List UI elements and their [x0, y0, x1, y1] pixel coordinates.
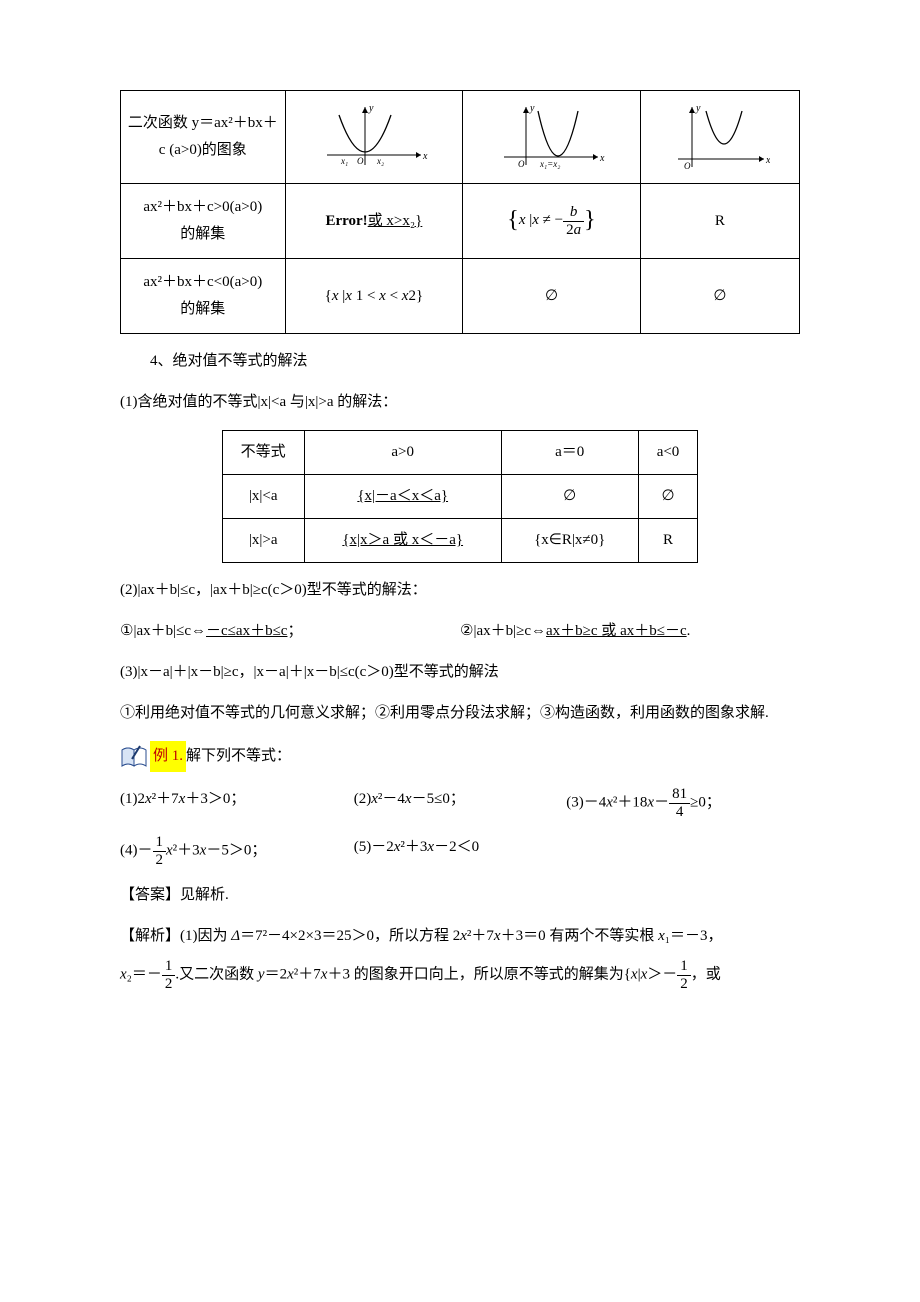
t1-r1-c4: x y O — [640, 91, 799, 184]
parabola-one-root: x y O x₁=x₂ — [496, 101, 606, 173]
t2-r2c3: {x∈R|x≠0} — [501, 519, 638, 563]
svg-text:y: y — [529, 103, 535, 114]
t1-r1-c3: x y O x₁=x₂ — [463, 91, 641, 184]
example-header: 例 1.解下列不等式： — [120, 741, 800, 772]
t2-h4: a<0 — [638, 431, 698, 475]
t1-r3-c4: ∅ — [640, 259, 799, 334]
t2-r2c2: {x|x＞a 或 x＜－a} — [304, 519, 501, 563]
t1-r1-label: 二次函数 y＝ax²＋bx＋c (a>0)的图象 — [121, 91, 286, 184]
para-3: (3)|x－a|＋|x－b|≥c，|x－a|＋|x－b|≤c(c＞0)型不等式的… — [120, 659, 800, 686]
book-icon — [120, 744, 148, 770]
t2-r1c4: ∅ — [638, 475, 698, 519]
example-row2: (4)－12x²＋3x－5＞0； (5)－2x²＋3x－2＜0 — [120, 834, 800, 868]
t2-h1: 不等式 — [222, 431, 304, 475]
t1-r2-c2-rest: 或 x>x₂} — [368, 213, 423, 229]
t2-r1c2: {x|－a＜x＜a} — [304, 475, 501, 519]
example-row1: (1)2x²＋7x＋3＞0； (2)x²－4x－5≤0； (3)－4x²＋18x… — [120, 786, 800, 820]
parabola-two-roots: x y x₁ O x₂ — [319, 101, 429, 173]
parabola-no-root: x y O — [670, 101, 770, 173]
solution-line2: x₂＝－12.又二次函数 y＝2x²＋7x＋3 的图象开口向上，所以原不等式的解… — [120, 958, 800, 992]
ex-q3: (3)－4x²＋18x－814≥0； — [566, 786, 800, 820]
t2-h2: a>0 — [304, 431, 501, 475]
t1-r2-c2: Error!或 x>x₂} — [285, 184, 463, 259]
solution-line1: 【解析】(1)因为 Δ＝7²－4×2×3＝25＞0，所以方程 2x²＋7x＋3＝… — [120, 923, 800, 950]
example-label: 例 1. — [153, 748, 183, 764]
example-rest: 解下列不等式： — [186, 743, 291, 770]
para-4: ①利用绝对值不等式的几何意义求解；②利用零点分段法求解；③构造函数，利用函数的图… — [120, 700, 800, 727]
svg-text:O: O — [357, 156, 364, 166]
t2-r1c3: ∅ — [501, 475, 638, 519]
t1-r2-c4: R — [640, 184, 799, 259]
ex-q1: (1)2x²＋7x＋3＞0； — [120, 786, 354, 820]
svg-text:x: x — [765, 155, 770, 166]
svg-text:O: O — [518, 159, 525, 169]
svg-text:x₂: x₂ — [376, 156, 384, 166]
para-2: (2)|ax＋b|≤c，|ax＋b|≥c(c＞0)型不等式的解法： — [120, 577, 800, 604]
t2-r2c1: |x|>a — [222, 519, 304, 563]
svg-text:y: y — [695, 103, 701, 114]
abs-value-table: 不等式 a>0 a＝0 a<0 |x|<a {x|－a＜x＜a} ∅ ∅ |x|… — [222, 430, 699, 563]
t1-r2-c3: {x |x ≠ −b2a} — [463, 184, 641, 259]
t1-r1-c2: x y x₁ O x₂ — [285, 91, 463, 184]
svg-text:x₁=x₂: x₁=x₂ — [539, 159, 560, 169]
example-highlight: 例 1. — [150, 741, 186, 772]
error-text: Error! — [325, 213, 367, 229]
t2-r1c1: |x|<a — [222, 475, 304, 519]
line-3b: ②|ax＋b|≥c⇔ax＋b≥c 或 ax＋b≤－c. — [460, 618, 800, 645]
line-3a: ①|ax＋b|≤c⇔－c≤ax＋b≤c； — [120, 618, 460, 645]
ex-q4: (4)－12x²＋3x－5＞0； — [120, 834, 354, 868]
svg-text:x₁: x₁ — [340, 156, 348, 166]
section4-title: 4、绝对值不等式的解法 — [120, 348, 800, 375]
ex-q2: (2)x²－4x－5≤0； — [354, 786, 567, 820]
t2-h3: a＝0 — [501, 431, 638, 475]
t1-r3-label: ax²＋bx＋c<0(a>0)的解集 — [121, 259, 286, 334]
svg-text:O: O — [684, 161, 691, 171]
t1-r2-label: ax²＋bx＋c>0(a>0)的解集 — [121, 184, 286, 259]
t1-r3-c2: {x |x 1 < x < x2} — [285, 259, 463, 334]
t2-r2c4: R — [638, 519, 698, 563]
svg-text:x: x — [422, 151, 428, 162]
answer-label: 【答案】见解析. — [120, 882, 800, 909]
svg-text:x: x — [599, 153, 605, 164]
line-3: ①|ax＋b|≤c⇔－c≤ax＋b≤c； ②|ax＋b|≥c⇔ax＋b≥c 或 … — [120, 618, 800, 645]
t1-r3-c3: ∅ — [463, 259, 641, 334]
quadratic-table: 二次函数 y＝ax²＋bx＋c (a>0)的图象 x y x₁ O x₂ — [120, 90, 800, 334]
ex-q5: (5)－2x²＋3x－2＜0 — [354, 834, 567, 868]
svg-text:y: y — [368, 103, 374, 114]
para-1: (1)含绝对值的不等式|x|<a 与|x|>a 的解法： — [120, 389, 800, 416]
t1-r1-label-text: 二次函数 y＝ax²＋bx＋c (a>0)的图象 — [128, 115, 278, 158]
